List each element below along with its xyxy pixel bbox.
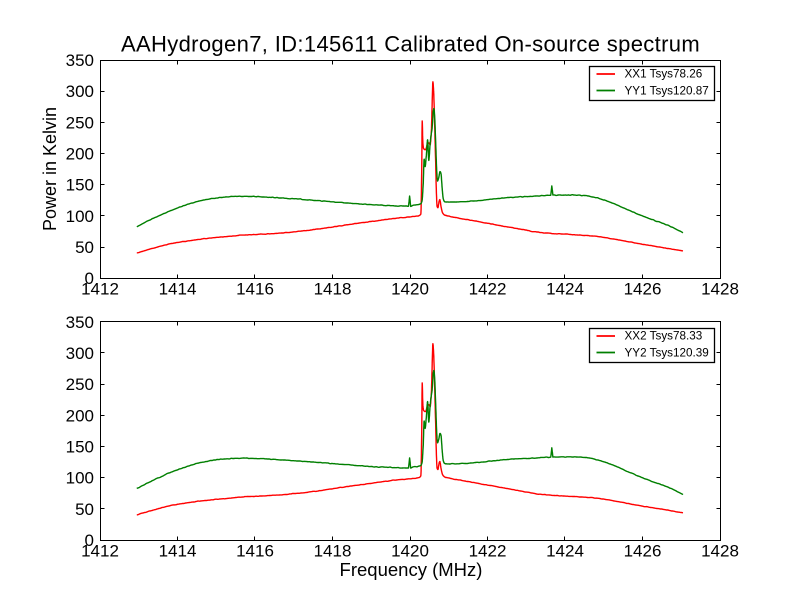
svg-text:1418: 1418 (314, 542, 352, 561)
svg-text:0: 0 (85, 269, 94, 288)
svg-text:300: 300 (66, 344, 94, 363)
svg-text:1428: 1428 (701, 280, 739, 299)
svg-text:100: 100 (66, 469, 94, 488)
svg-text:1416: 1416 (236, 542, 274, 561)
svg-text:Power in Kelvin: Power in Kelvin (40, 107, 60, 231)
svg-text:200: 200 (66, 406, 94, 425)
svg-text:YY1 Tsys120.87: YY1 Tsys120.87 (625, 84, 709, 97)
svg-text:1426: 1426 (624, 280, 662, 299)
svg-text:200: 200 (66, 145, 94, 164)
svg-text:50: 50 (75, 238, 94, 257)
svg-text:350: 350 (66, 313, 94, 332)
svg-text:1424: 1424 (546, 280, 584, 299)
svg-text:1412: 1412 (81, 280, 119, 299)
svg-text:1424: 1424 (546, 542, 584, 561)
svg-text:150: 150 (66, 176, 94, 195)
svg-text:0: 0 (85, 531, 94, 550)
svg-text:1418: 1418 (314, 280, 352, 299)
svg-text:YY2 Tsys120.39: YY2 Tsys120.39 (625, 346, 709, 359)
svg-text:1428: 1428 (701, 542, 739, 561)
svg-text:250: 250 (66, 375, 94, 394)
svg-text:350: 350 (66, 51, 94, 70)
svg-text:XX2 Tsys78.33: XX2 Tsys78.33 (625, 330, 703, 343)
svg-text:1422: 1422 (469, 280, 507, 299)
svg-text:XX1 Tsys78.26: XX1 Tsys78.26 (625, 68, 703, 81)
svg-text:1416: 1416 (236, 280, 274, 299)
svg-text:1414: 1414 (159, 280, 197, 299)
svg-text:1422: 1422 (469, 542, 507, 561)
svg-text:300: 300 (66, 82, 94, 101)
svg-text:50: 50 (75, 500, 94, 519)
svg-text:1420: 1420 (391, 280, 429, 299)
svg-text:100: 100 (66, 207, 94, 226)
svg-text:AAHydrogen7, ID:145611 Calibra: AAHydrogen7, ID:145611 Calibrated On-sou… (121, 32, 700, 57)
svg-text:1420: 1420 (391, 542, 429, 561)
svg-text:1414: 1414 (159, 542, 197, 561)
svg-text:Frequency (MHz): Frequency (MHz) (340, 559, 483, 580)
svg-text:250: 250 (66, 113, 94, 132)
svg-text:1426: 1426 (624, 542, 662, 561)
svg-text:1412: 1412 (81, 542, 119, 561)
svg-text:150: 150 (66, 438, 94, 457)
